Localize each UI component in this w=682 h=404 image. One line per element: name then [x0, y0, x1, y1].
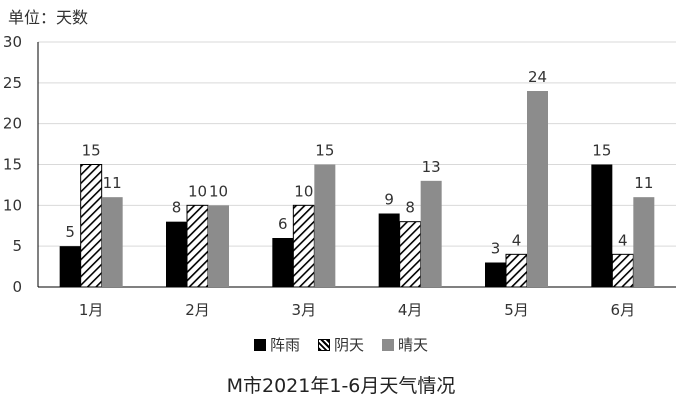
- chart-title: M市2021年1-6月天气情况: [226, 375, 456, 397]
- bar-阴天-4月: [399, 221, 422, 288]
- x-tick-label: 6月: [611, 301, 636, 319]
- bar-阵雨-5月: [485, 262, 506, 287]
- legend-swatch: [253, 338, 266, 351]
- bar-晴天-1月: [101, 197, 123, 287]
- bars: [59, 91, 655, 288]
- data-label: 15: [82, 142, 101, 160]
- data-label: 15: [592, 142, 611, 160]
- axes: 0 5 10 15 20 25 30 1月 2月 3月 4月 5月 6月: [3, 33, 676, 319]
- y-tick-label: 0: [12, 278, 22, 296]
- x-tick-label: 4月: [398, 301, 423, 319]
- data-label: 13: [422, 158, 441, 176]
- data-label: 8: [405, 199, 415, 217]
- bar-阴天-6月: [611, 253, 634, 288]
- bar-阴天-5月: [505, 253, 528, 288]
- legend-swatch: [382, 338, 394, 351]
- data-label: 10: [209, 182, 228, 200]
- legend-swatch: [317, 338, 330, 351]
- data-label: 3: [491, 240, 501, 258]
- legend: 阵雨 阴天 晴天: [0, 334, 682, 355]
- x-tick-label: 1月: [79, 301, 104, 319]
- y-tick-label: 5: [12, 237, 22, 255]
- legend-item: 阵雨: [253, 334, 300, 355]
- y-tick-label: 10: [3, 196, 22, 214]
- bar-阵雨-2月: [166, 221, 187, 287]
- data-label: 9: [384, 191, 394, 209]
- y-tick-label: 30: [3, 33, 22, 51]
- data-label: 11: [103, 174, 122, 192]
- bar-晴天-3月: [314, 164, 336, 287]
- bar-阴天-2月: [186, 204, 209, 288]
- x-tick-label: 3月: [292, 301, 317, 319]
- y-tick-label: 15: [3, 156, 22, 174]
- bar-阵雨-3月: [272, 238, 294, 287]
- y-tick-label: 25: [3, 74, 22, 92]
- legend-label: 晴天: [398, 336, 429, 354]
- data-label: 4: [618, 231, 628, 249]
- x-tick-label: 2月: [185, 301, 210, 319]
- legend-label: 阴天: [333, 336, 364, 354]
- data-label: 10: [294, 182, 313, 200]
- bar-晴天-5月: [527, 91, 548, 287]
- bar-晴天-2月: [208, 205, 229, 287]
- data-label: 6: [278, 215, 288, 233]
- y-tick-label: 20: [3, 115, 22, 133]
- grid-lines: [38, 41, 676, 247]
- legend-item: 阴天: [317, 334, 364, 355]
- data-label: 8: [172, 199, 182, 217]
- unit-label: 单位：天数: [8, 8, 89, 27]
- bar-晴天-6月: [633, 197, 655, 287]
- x-tick-label: 5月: [504, 301, 529, 319]
- bar-阵雨-1月: [59, 246, 81, 287]
- bar-晴天-4月: [420, 180, 442, 287]
- legend-label: 阵雨: [269, 336, 300, 354]
- data-label: 24: [528, 68, 547, 86]
- legend-item: 晴天: [382, 334, 428, 355]
- bar-阴天-1月: [80, 164, 103, 288]
- data-label: 15: [315, 142, 334, 160]
- bar-阴天-3月: [292, 204, 315, 288]
- bar-阵雨-4月: [378, 213, 400, 287]
- data-label: 11: [634, 174, 653, 192]
- data-label: 10: [188, 182, 207, 200]
- data-label: 4: [512, 231, 522, 249]
- bar-阵雨-6月: [591, 164, 613, 287]
- data-label: 5: [65, 223, 75, 241]
